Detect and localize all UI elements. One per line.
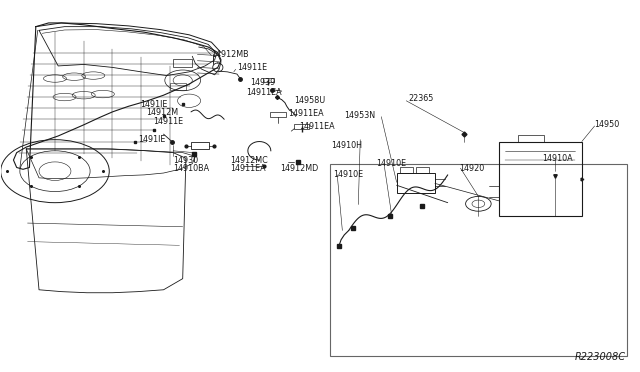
- Text: 14953N: 14953N: [344, 111, 376, 120]
- Bar: [518, 135, 543, 141]
- Bar: [191, 142, 209, 149]
- Text: 22365: 22365: [408, 94, 433, 103]
- Text: 14910A: 14910A: [542, 154, 573, 163]
- Text: 14912MC: 14912MC: [230, 155, 268, 164]
- Text: 14910E: 14910E: [376, 158, 406, 167]
- Bar: [294, 124, 308, 129]
- Text: 1491lE: 1491lE: [140, 100, 167, 109]
- Bar: [170, 83, 186, 90]
- Text: R223008C: R223008C: [574, 352, 625, 362]
- Bar: [262, 78, 274, 82]
- Text: 14930: 14930: [173, 155, 198, 164]
- Text: 14912M: 14912M: [147, 108, 179, 117]
- Text: 14911EA: 14911EA: [246, 88, 282, 97]
- Text: 14950: 14950: [595, 121, 620, 129]
- Text: 14911EA: 14911EA: [300, 122, 335, 131]
- Bar: [397, 173, 435, 193]
- Text: 1491lE: 1491lE: [138, 135, 165, 144]
- Text: 14958U: 14958U: [294, 96, 326, 105]
- Text: 14910E: 14910E: [333, 170, 363, 179]
- Text: 14911E: 14911E: [237, 63, 267, 72]
- Text: 14920: 14920: [460, 164, 484, 173]
- Text: 14910H: 14910H: [332, 141, 362, 150]
- Bar: [173, 59, 192, 67]
- Text: 14911EA: 14911EA: [288, 109, 324, 118]
- Bar: [416, 167, 429, 173]
- Text: 14912MB: 14912MB: [211, 50, 249, 59]
- Text: 14910BA: 14910BA: [173, 164, 209, 173]
- Text: 14939: 14939: [250, 78, 275, 87]
- Text: 14911EA: 14911EA: [230, 164, 266, 173]
- Bar: [499, 141, 582, 216]
- Bar: [400, 167, 413, 173]
- Bar: [330, 164, 627, 356]
- Text: 14911E: 14911E: [153, 117, 183, 126]
- Bar: [270, 112, 286, 118]
- Text: 14912MD: 14912MD: [280, 164, 319, 173]
